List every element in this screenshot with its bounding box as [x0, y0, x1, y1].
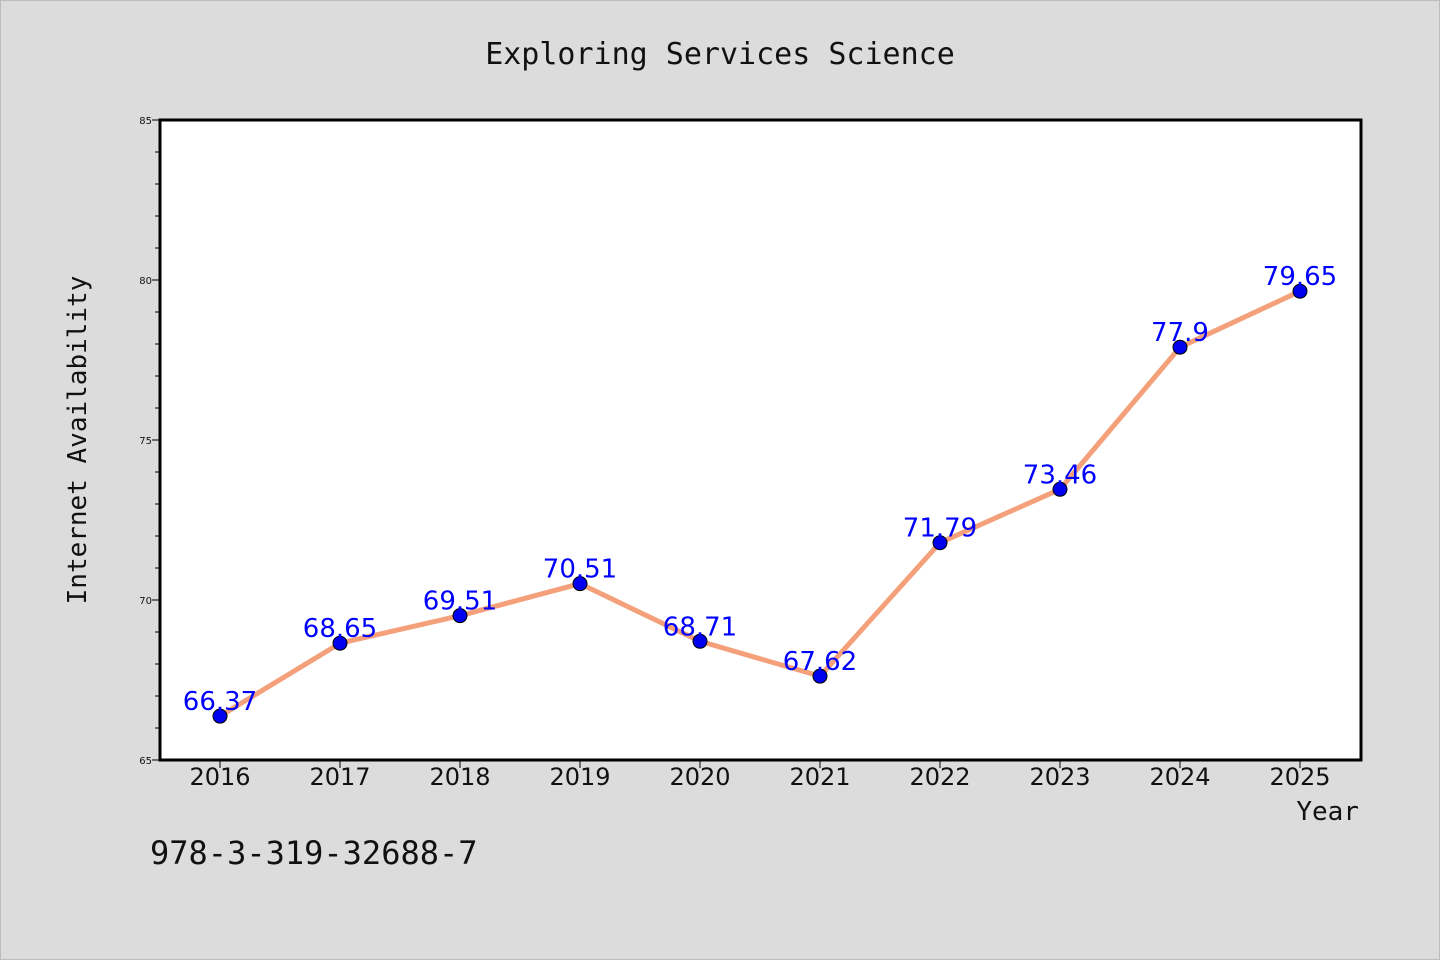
- data-point: [572, 576, 588, 592]
- data-point: [1052, 481, 1068, 497]
- x-tick-label: 2025: [1269, 763, 1330, 791]
- data-point: [932, 535, 948, 551]
- series-group: [212, 283, 1308, 724]
- data-label: 79.65: [1263, 262, 1337, 292]
- data-point: [212, 708, 228, 724]
- data-label: 68.71: [663, 612, 737, 642]
- data-point: [332, 635, 348, 651]
- data-label: 73.46: [1023, 460, 1097, 490]
- x-tick-label: 2024: [1149, 763, 1210, 791]
- y-tick-label: 70: [139, 596, 152, 607]
- y-tick-label: 65: [139, 756, 152, 767]
- data-label: 71.79: [903, 514, 977, 544]
- series-line: [217, 288, 1303, 719]
- data-label-group: 66.37 68.65 69.51 70.51 68.71 67.62 71.79 73.46…: [183, 262, 1337, 717]
- data-label: 70.51: [543, 555, 617, 585]
- y-axis-label: Internet Availability: [63, 276, 93, 605]
- y-axis: 65 70 75 80 85: [139, 116, 160, 767]
- chart-title: Exploring Services Science: [485, 37, 955, 72]
- x-tick-label: 2022: [909, 763, 970, 791]
- data-point: [692, 633, 708, 649]
- x-axis-label: Year: [1296, 797, 1359, 827]
- data-label: 68.65: [303, 614, 377, 644]
- y-tick-label: 80: [139, 276, 152, 287]
- y-tick-label: 75: [139, 436, 152, 447]
- data-label: 67.62: [783, 647, 857, 677]
- x-tick-label: 2021: [789, 763, 850, 791]
- x-tick-label: 2023: [1029, 763, 1090, 791]
- data-label: 66.37: [183, 687, 257, 717]
- x-tick-label: 2020: [669, 763, 730, 791]
- x-tick-label: 2018: [429, 763, 490, 791]
- isbn-text: 978-3-319-32688-7: [150, 834, 478, 872]
- plot-area: [158, 118, 1363, 762]
- x-tick-label: 2016: [189, 763, 250, 791]
- data-label: 77.9: [1151, 318, 1209, 348]
- x-axis: 2016 2017 2018 2019 2020 2021 2022 2023 2024 2025: [189, 760, 1331, 791]
- x-tick-label: 2019: [549, 763, 610, 791]
- x-tick-label: 2017: [309, 763, 370, 791]
- y-tick-label: 85: [139, 116, 152, 127]
- data-point: [812, 668, 828, 684]
- data-point: [452, 608, 468, 624]
- data-point: [1172, 339, 1188, 355]
- data-point: [1292, 283, 1308, 299]
- data-label: 69.51: [423, 587, 497, 617]
